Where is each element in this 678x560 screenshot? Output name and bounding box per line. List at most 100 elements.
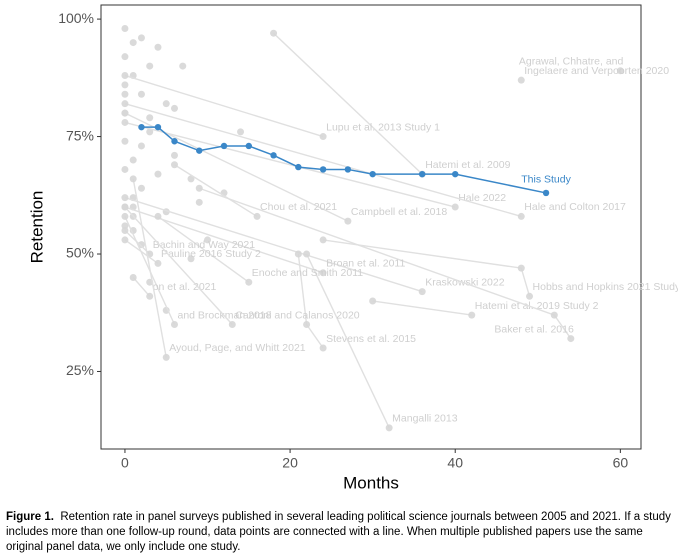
point (344, 217, 352, 225)
point (187, 255, 195, 263)
point (418, 170, 426, 178)
series-label: Ingelaere and Verpoorten 2020 (524, 65, 669, 77)
series-line (124, 121, 456, 208)
series-line (124, 102, 522, 218)
series-label: Stevens et al. 2015 (326, 333, 416, 345)
series-label: Pauline 2016 Study 2 (161, 248, 261, 260)
point (154, 212, 162, 220)
series-label: Ayoud, Page, and Whitt 2021 (169, 342, 306, 354)
caption: Figure 1. Retention rate in panel survey… (6, 510, 674, 555)
series-label: Hobbs and Hopkins 2021 Study 2 (533, 281, 678, 293)
point (154, 170, 162, 178)
point (303, 250, 311, 258)
series-label: Bachin and Way 2021 (153, 239, 256, 251)
point (237, 128, 245, 136)
point (526, 292, 534, 300)
point (146, 292, 154, 300)
point (121, 165, 129, 173)
point (344, 166, 352, 173)
point (550, 311, 558, 319)
point (418, 288, 426, 296)
series-label: Enoche and Smith 2011 (252, 267, 363, 279)
point (170, 104, 178, 112)
point (567, 335, 575, 343)
point (195, 184, 203, 192)
point (121, 81, 129, 89)
point (517, 264, 525, 272)
point (121, 227, 129, 235)
point (195, 198, 203, 206)
series-line (132, 178, 167, 358)
point (121, 90, 129, 98)
point (452, 170, 459, 178)
point (319, 166, 327, 173)
series-line (124, 74, 324, 138)
y-tick-label: 75% (66, 127, 94, 143)
series-label: Lupu et al. 2013 Study 1 (326, 121, 440, 133)
point (154, 123, 162, 131)
series-label: This Study (521, 174, 571, 186)
point (270, 29, 278, 37)
point (542, 189, 550, 197)
series-label: Hatemi et al. 2019 Study 2 (475, 300, 599, 312)
point (121, 24, 129, 32)
series-line (157, 215, 250, 283)
point (319, 269, 327, 277)
point (220, 142, 228, 150)
x-tick-label: 20 (282, 455, 298, 471)
series-line (305, 253, 390, 429)
point (162, 100, 170, 108)
point (228, 320, 236, 328)
point (121, 137, 129, 145)
series-label: Cantoni and Calanos 2020 (235, 309, 360, 321)
point (162, 353, 170, 361)
point (154, 43, 162, 51)
point (204, 236, 212, 244)
series-label: Broan et al. 2011 (326, 258, 405, 270)
point (137, 34, 145, 42)
x-tick-label: 0 (121, 455, 129, 471)
y-tick-label: 50% (66, 245, 94, 261)
y-tick-label: 100% (58, 10, 94, 26)
point (369, 170, 376, 178)
point (121, 203, 129, 211)
series-label: Kraskowski 2022 (425, 276, 505, 288)
y-tick-label: 25% (66, 362, 94, 378)
point (121, 236, 129, 244)
series-label: Mangalli 2013 (392, 413, 458, 425)
point (295, 163, 302, 171)
series-line (174, 164, 258, 218)
series-line (141, 126, 547, 194)
series-line (124, 196, 423, 293)
series-line (124, 206, 233, 325)
point (245, 278, 253, 286)
point (146, 62, 154, 70)
series-label: Agrawal, Chhatre, and (519, 56, 624, 68)
point (270, 152, 277, 159)
plot-panel (100, 4, 642, 450)
point (129, 39, 137, 47)
point (171, 138, 178, 145)
caption-text: Retention rate in panel surveys publishe… (6, 511, 671, 553)
point (187, 175, 195, 183)
series-label: Campbell et al. 2018 (351, 206, 447, 218)
point (137, 241, 145, 249)
point (121, 212, 129, 220)
point (468, 311, 476, 319)
y-axis-title: Retention (27, 191, 46, 264)
point (245, 142, 252, 150)
point (179, 62, 187, 70)
point (451, 203, 459, 211)
point (121, 71, 129, 79)
point (146, 114, 154, 122)
point (319, 133, 327, 141)
point (129, 274, 137, 282)
point (146, 128, 154, 136)
point (121, 109, 129, 117)
chart: Retention Months 0 20 40 60 25% 50% 75% 100% Agr… (27, 4, 678, 492)
series-label: Chou et al. 2021 (260, 201, 337, 213)
point (616, 67, 624, 75)
point (303, 320, 311, 328)
point (196, 147, 203, 154)
series-label: Hatemi et al. 2009 (425, 159, 510, 171)
